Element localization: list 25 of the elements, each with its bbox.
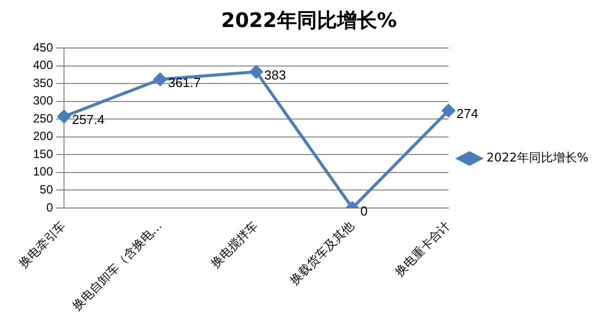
legend-label: 2022年同比增长% — [486, 150, 588, 165]
data-label: 0 — [360, 204, 368, 219]
data-label: 257.4 — [72, 112, 105, 128]
data-label: 274 — [456, 106, 478, 122]
point — [250, 65, 263, 78]
y-tick-label: 450 — [32, 40, 54, 54]
x-tick-label: 换电搅拌车 — [208, 218, 261, 271]
y-tick-label: 300 — [32, 94, 54, 108]
point — [442, 104, 455, 118]
x-tick-label: 换电自卸车（含换电… — [70, 218, 164, 314]
y-tick-label: 100 — [32, 164, 54, 179]
x-tick-label: 换电牵引车 — [16, 218, 68, 271]
y-tick-label: 350 — [32, 76, 54, 90]
y-tick-label: 400 — [32, 58, 54, 72]
chart-title: 2022年同比增长% — [221, 8, 397, 32]
y-tick-label: 150 — [32, 146, 54, 161]
data-label: 383 — [264, 67, 286, 82]
data-label: 361.7 — [168, 74, 201, 90]
y-tick-label: 0 — [46, 200, 54, 214]
x-tick-label: 换载货车及其他 — [287, 218, 357, 288]
y-tick-label: 50 — [40, 182, 54, 197]
point — [154, 72, 167, 86]
y-tick-label: 250 — [32, 111, 54, 126]
y-tick-label: 200 — [32, 129, 54, 144]
x-tick-label: 换电重卡合计 — [392, 218, 453, 280]
